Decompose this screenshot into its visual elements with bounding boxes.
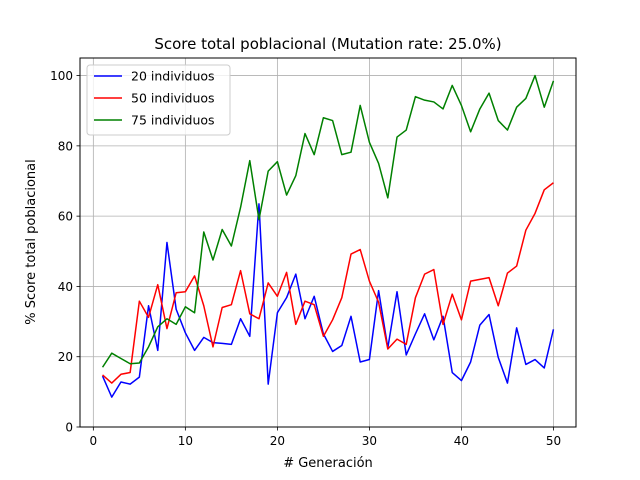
legend-label: 20 individuos (131, 69, 215, 84)
x-tick-label: 50 (546, 434, 561, 448)
legend-box (86, 64, 231, 136)
x-tick-label: 10 (178, 434, 193, 448)
x-tick-label: 30 (362, 434, 377, 448)
x-tick-label: 0 (90, 434, 98, 448)
legend: 20 individuos 50 individuos 75 individuos (86, 64, 231, 136)
y-axis-title: % Score total poblacional (24, 159, 39, 324)
x-tick-label: 20 (270, 434, 285, 448)
y-axis-ticks: 0 20 40 60 80 100 (50, 69, 80, 435)
y-tick-label: 80 (58, 139, 73, 153)
x-axis-title: # Generación (283, 456, 373, 471)
chart-title: Score total poblacional (Mutation rate: … (154, 35, 501, 53)
y-tick-label: 0 (65, 421, 73, 435)
x-axis-ticks: 0 10 20 30 40 50 (90, 427, 561, 448)
series-line-3 (101, 74, 555, 368)
y-tick-label: 100 (50, 69, 73, 83)
legend-label: 75 individuos (131, 113, 215, 128)
y-tick-label: 60 (58, 210, 73, 224)
series-line-1 (101, 203, 555, 398)
series-lines (101, 74, 555, 398)
series-line-2 (102, 182, 554, 384)
y-tick-label: 20 (58, 350, 73, 364)
y-tick-label: 40 (58, 280, 73, 294)
x-tick-label: 40 (454, 434, 469, 448)
legend-label: 50 individuos (131, 91, 215, 106)
plot-frame (79, 57, 577, 428)
